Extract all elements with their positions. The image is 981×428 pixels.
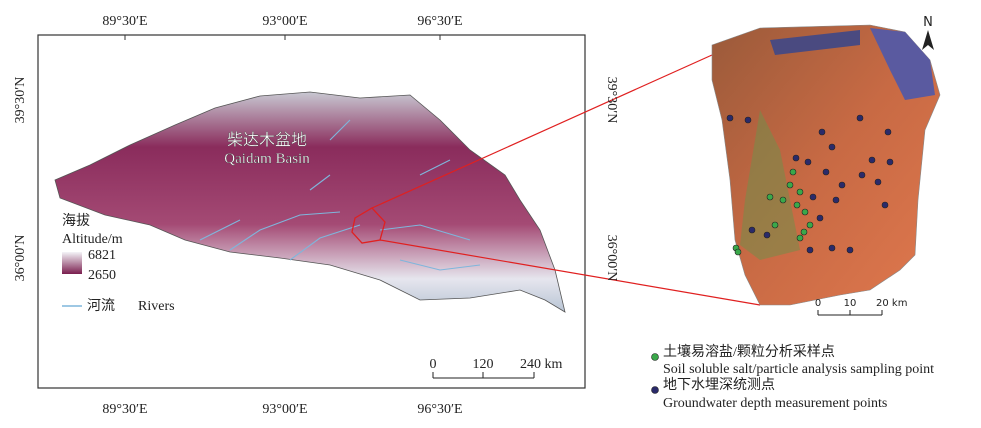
groundwater-point [868, 156, 876, 164]
legend-label: Groundwater depth measurement points [663, 396, 887, 411]
legend-river-label: Rivers [138, 299, 175, 314]
zoom-line [371, 54, 713, 209]
groundwater-point [816, 214, 824, 222]
groundwater-point [886, 158, 894, 166]
legend-ramp [62, 252, 82, 274]
inset-scale-label: 20 km [876, 298, 907, 309]
legend-min: 2650 [88, 268, 116, 283]
groundwater-point [858, 171, 866, 179]
scale-label: 240 km [520, 357, 563, 372]
sampling-point [793, 201, 801, 209]
legend-label: 土壤易溶盐/颗粒分析采样点 [663, 343, 835, 360]
groundwater-point [884, 128, 892, 136]
legend-label: Soil soluble salt/particle analysis samp… [663, 362, 934, 377]
sampling-point [766, 193, 774, 201]
sampling-point [796, 188, 804, 196]
groundwater-point [818, 128, 826, 136]
groundwater-point [838, 181, 846, 189]
legend-title: 海拔 [62, 213, 90, 229]
sampling-point [779, 196, 787, 204]
rivers [199, 119, 481, 271]
north-arrow: N [923, 15, 933, 30]
inset-scale-label: 10 [844, 298, 857, 309]
inset-scale-label: 0 [815, 298, 821, 309]
legend-symbol [651, 386, 659, 394]
north-arrow-symbol [922, 30, 934, 50]
groundwater-point [828, 244, 836, 252]
salt-ponds [870, 28, 935, 100]
lon-label: 96°30′E [417, 402, 462, 417]
groundwater-point [874, 178, 882, 186]
lat-label: 36°00′N [13, 235, 28, 282]
groundwater-point [792, 154, 800, 162]
legend-max: 6821 [88, 248, 116, 263]
groundwater-point [744, 116, 752, 124]
groundwater-point [846, 246, 854, 254]
sampling-point [806, 221, 814, 229]
lat-label: 36°00′N [604, 235, 619, 282]
lat-label: 39°30′N [13, 77, 28, 124]
legend-title: Altitude/m [62, 232, 123, 247]
sampling-point [789, 168, 797, 176]
groundwater-point [856, 114, 864, 122]
sampling-point [800, 228, 808, 236]
scale-label: 120 [473, 357, 494, 372]
scale-label: 0 [430, 357, 437, 372]
zoom-line [379, 239, 761, 306]
lon-label: 89°30′E [102, 14, 147, 29]
groundwater-point [748, 226, 756, 234]
groundwater-point [828, 143, 836, 151]
lon-label: 93°00′E [262, 14, 307, 29]
legend-river-label: 河流 [87, 298, 115, 314]
lon-label: 93°00′E [262, 402, 307, 417]
lon-label: 96°30′E [417, 14, 462, 29]
basin [54, 91, 566, 313]
groundwater-point [806, 246, 814, 254]
groundwater-point [763, 231, 771, 239]
vegetation [740, 110, 800, 260]
basin-name: 柴达木盆地 [227, 131, 307, 149]
scale-bar [432, 372, 535, 379]
basin-name: Qaidam Basin [224, 151, 310, 167]
sampling-point [786, 181, 794, 189]
inset-scale-bar [817, 310, 883, 316]
sampling-point [771, 221, 779, 229]
lat-label: 39°30′N [604, 77, 619, 124]
groundwater-point [832, 196, 840, 204]
legend-label: 地下水埋深统测点 [663, 377, 775, 393]
sampling-point [796, 234, 804, 242]
lon-label: 89°30′E [102, 402, 147, 417]
groundwater-point [809, 193, 817, 201]
sampling-point [734, 248, 742, 256]
groundwater-point [822, 168, 830, 176]
groundwater-point [726, 114, 734, 122]
sampling-point [801, 208, 809, 216]
groundwater-point [804, 158, 812, 166]
salt-ponds [770, 30, 860, 55]
legend-symbol [651, 353, 659, 361]
groundwater-point [881, 201, 889, 209]
